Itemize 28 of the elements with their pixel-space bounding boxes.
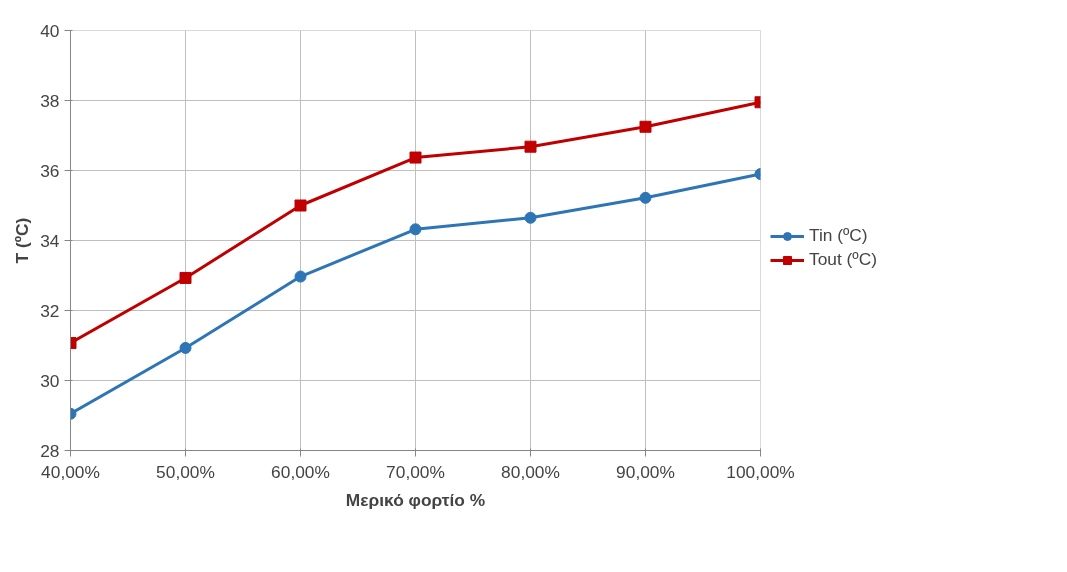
- point: [409, 223, 422, 236]
- point: [639, 120, 652, 133]
- point: [294, 199, 307, 212]
- point: [639, 191, 652, 204]
- x-tick-label: 100,00%: [726, 461, 795, 482]
- legend-label: Tout (ºC): [809, 249, 877, 270]
- point: [409, 151, 422, 164]
- legend-label: Tin (ºC): [809, 225, 868, 246]
- y-axis-title: T (ºC): [12, 217, 33, 264]
- x-tick-label: 60,00%: [271, 461, 330, 482]
- point: [524, 140, 537, 153]
- y-tick-label: 34: [40, 230, 60, 251]
- x-tick-label: 40,00%: [41, 461, 100, 482]
- point: [179, 271, 192, 284]
- y-tick-label: 36: [40, 160, 60, 181]
- point: [179, 341, 192, 354]
- x-tick-label: 80,00%: [501, 461, 560, 482]
- y-tick-label: 30: [40, 370, 60, 391]
- x-tick-label: 70,00%: [386, 461, 445, 482]
- y-tick-label: 28: [40, 440, 60, 461]
- x-axis-title: Μερικό φορτίο %: [345, 489, 486, 510]
- x-tick-label: 90,00%: [616, 461, 675, 482]
- y-tick-label: 40: [40, 20, 60, 41]
- y-tick-label: 38: [40, 90, 60, 111]
- point: [524, 211, 537, 224]
- y-tick-label: 32: [40, 300, 60, 321]
- point: [294, 270, 307, 283]
- x-tick-label: 50,00%: [156, 461, 215, 482]
